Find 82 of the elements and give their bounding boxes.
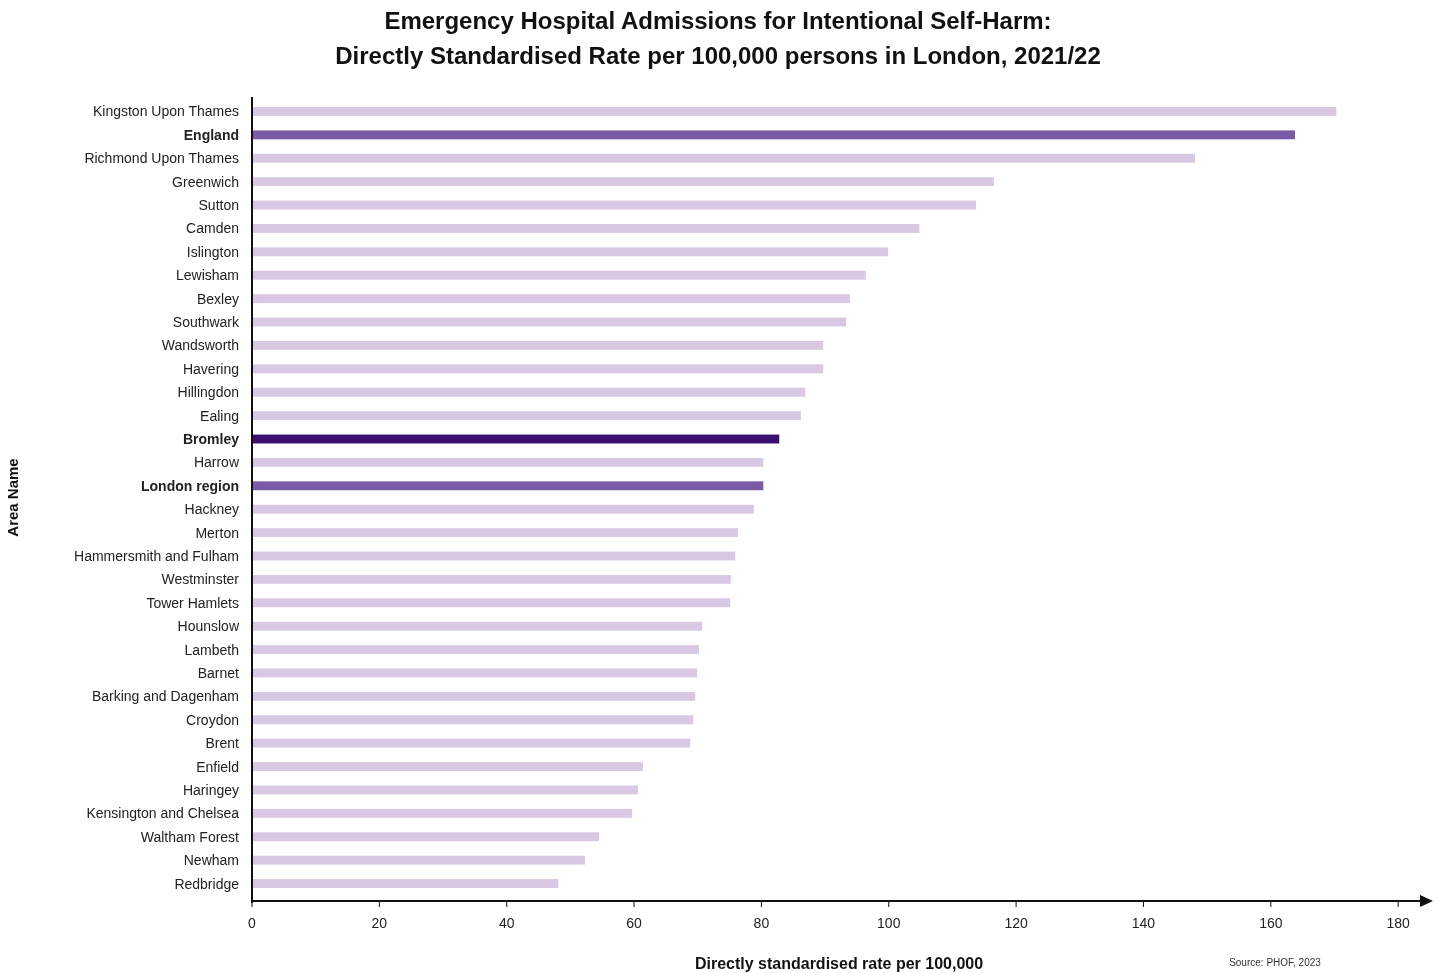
y-tick-label: Tower Hamlets	[146, 594, 239, 611]
y-tick-label: Haringey	[182, 781, 239, 798]
y-tick-label: Islington	[186, 243, 239, 260]
y-tick-label: Hackney	[184, 501, 239, 518]
source-note: Source: PHOF, 2023	[1229, 957, 1322, 968]
y-tick-label: Wandsworth	[161, 337, 239, 354]
bar	[252, 317, 847, 327]
y-tick-label: Enfield	[196, 758, 239, 775]
bar	[252, 504, 754, 514]
bar	[252, 785, 638, 795]
bar	[252, 411, 801, 421]
y-tick-label: Redbridge	[174, 875, 240, 892]
bar	[252, 762, 643, 771]
bar	[252, 691, 696, 701]
y-tick-label: Kensington and Chelsea	[86, 805, 240, 822]
bar	[252, 387, 806, 397]
bar	[252, 457, 764, 467]
bar	[252, 738, 691, 748]
x-tick-label: 60	[626, 915, 643, 931]
y-axis-title: Area Name	[4, 458, 21, 537]
y-tick-label: Bexley	[196, 290, 239, 307]
bar	[252, 270, 866, 280]
bar	[252, 130, 1296, 140]
bar	[252, 434, 780, 444]
bar	[252, 294, 850, 304]
y-tick-label: Newham	[183, 852, 239, 869]
y-tick-label: Sutton	[198, 197, 239, 214]
y-tick-label: Lambeth	[184, 641, 239, 658]
bar	[252, 715, 694, 725]
bar	[252, 340, 824, 350]
bar	[252, 224, 920, 233]
y-tick-label: Barnet	[197, 664, 240, 681]
bar	[252, 177, 994, 187]
x-tick-label: 0	[248, 915, 257, 931]
y-tick-label: Hillingdon	[177, 384, 239, 401]
y-tick-label: Merton	[195, 524, 239, 541]
bar	[252, 598, 731, 608]
y-tick-label: Hammersmith and Fulham	[74, 547, 239, 564]
y-tick-label: Ealing	[200, 407, 239, 424]
y-tick-label: Lewisham	[175, 267, 239, 284]
bar	[252, 645, 699, 655]
bar	[252, 481, 764, 491]
y-tick-label: Hounslow	[177, 618, 240, 635]
y-tick-label: Harrow	[193, 454, 240, 471]
y-tick-label: Camden	[186, 220, 239, 237]
bar	[252, 574, 731, 584]
y-tick-label: Havering	[182, 360, 239, 377]
y-tick-label: Kingston Upon Thames	[92, 103, 239, 120]
bar	[252, 528, 738, 538]
y-tick-label: Southwark	[172, 314, 240, 331]
bar	[252, 808, 633, 818]
y-tick-label: Richmond Upon Thames	[84, 150, 239, 167]
y-tick-label: Greenwich	[172, 173, 239, 190]
x-axis-title: Directly standardised rate per 100,000	[694, 955, 984, 972]
x-tick-label: 20	[371, 915, 388, 931]
x-tick-label: 180	[1386, 915, 1411, 931]
bar	[252, 668, 698, 678]
y-tick-label: Westminster	[161, 571, 240, 588]
bar	[252, 551, 736, 561]
y-tick-label: London region	[141, 477, 239, 494]
bar	[252, 107, 1337, 116]
y-tick-label: Barking and Dagenham	[91, 688, 239, 705]
chart-title: Emergency Hospital Admissions for Intentional Self-Harm: Directly Standardised Rate per 100,000 persons in London, 2021/22	[335, 7, 1101, 69]
y-tick-label: Waltham Forest	[140, 828, 240, 845]
bar	[252, 855, 586, 865]
y-tick-label: Brent	[205, 735, 240, 752]
bar	[252, 832, 600, 842]
x-tick-label: 100	[877, 915, 901, 931]
x-tick-label: 120	[1004, 915, 1028, 931]
y-tick-label: England	[183, 126, 239, 143]
bar	[252, 364, 824, 374]
x-tick-label: 40	[498, 915, 515, 931]
bar	[252, 153, 1196, 163]
bar	[252, 247, 889, 257]
y-tick-label: Croydon	[186, 711, 239, 728]
x-tick-label: 160	[1259, 915, 1283, 931]
bar	[252, 200, 976, 210]
y-tick-label: Bromley	[182, 431, 240, 448]
bar	[252, 879, 559, 888]
x-tick-label: 140	[1131, 915, 1156, 931]
x-tick-label: 80	[753, 915, 770, 931]
bar	[252, 621, 703, 631]
